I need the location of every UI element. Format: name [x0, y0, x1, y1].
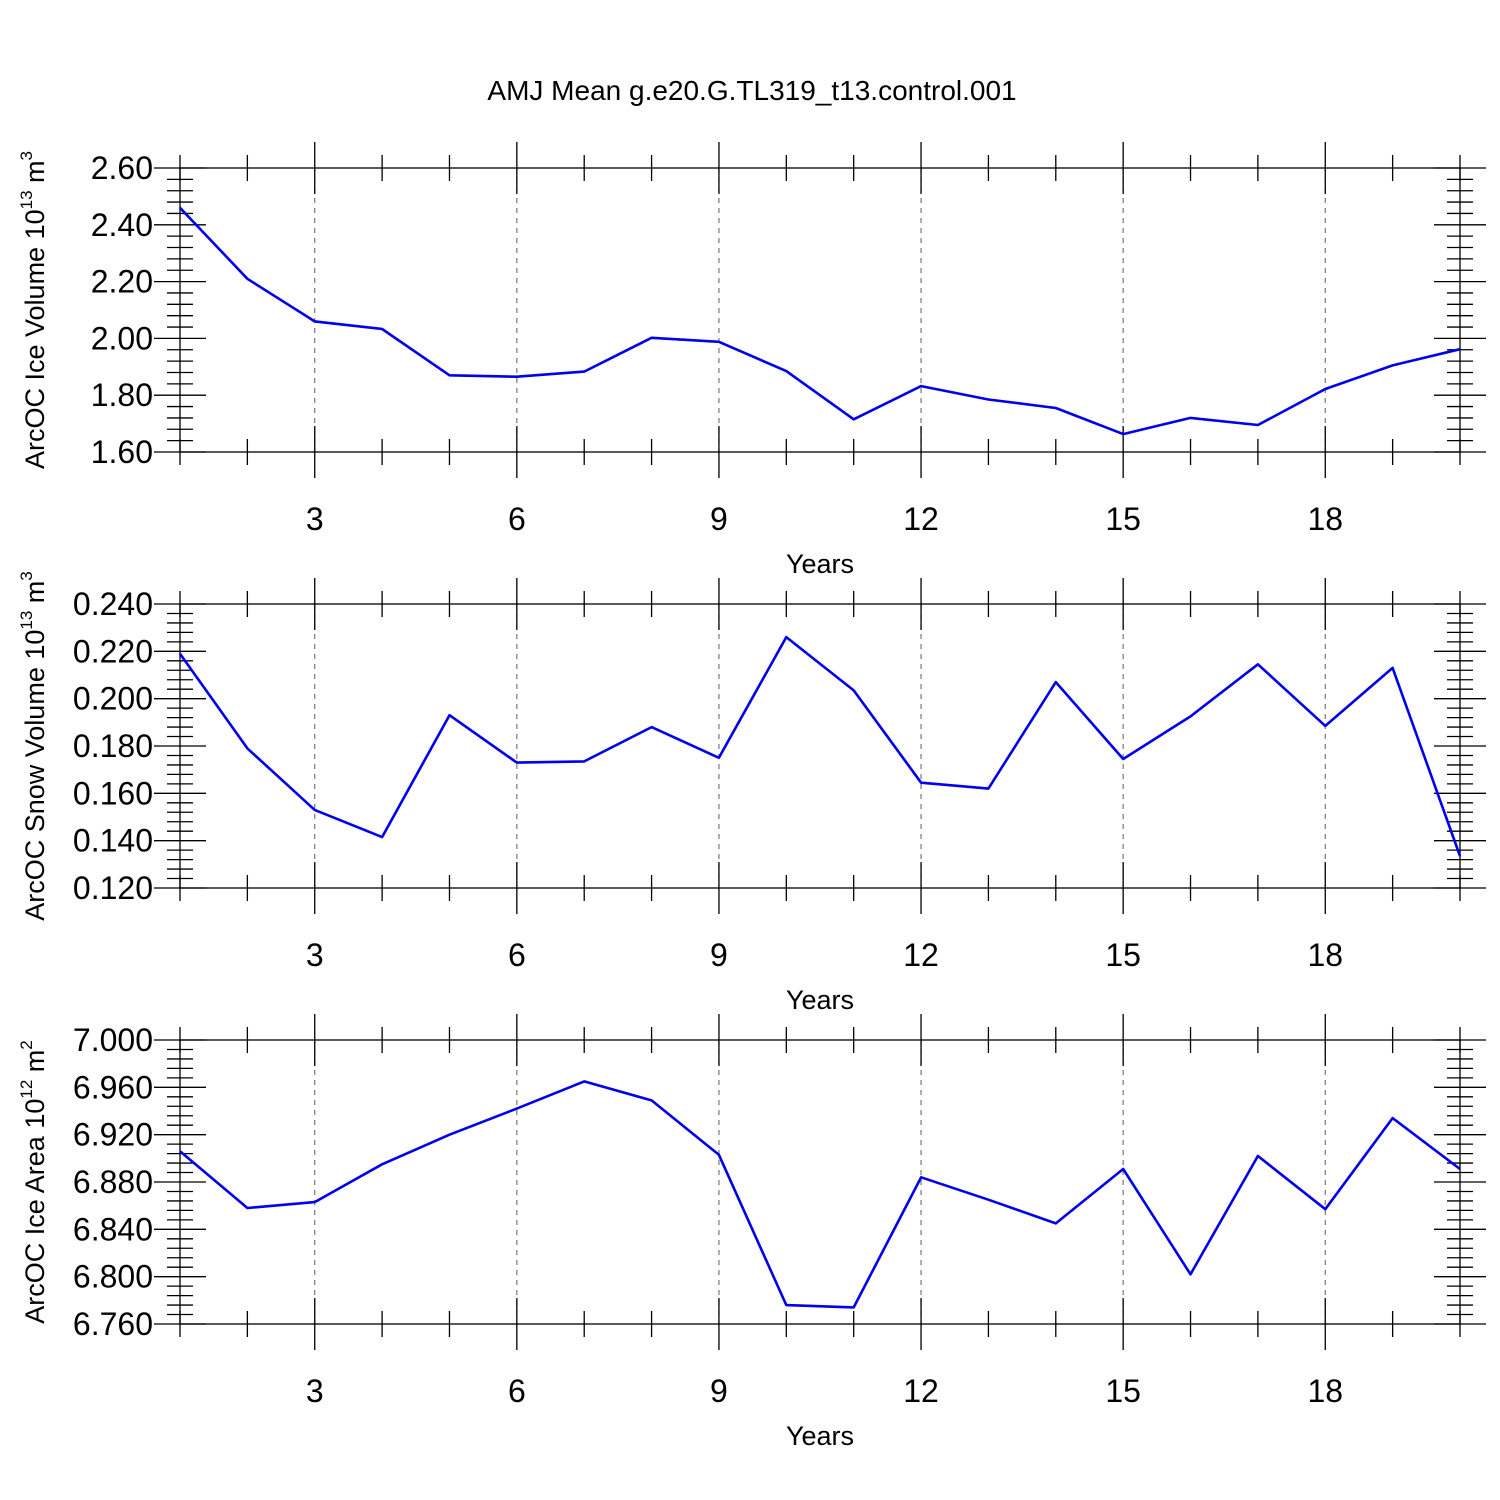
y-axis-label: ArcOC Snow Volume 1013 m3 [17, 571, 50, 921]
x-tick-label: 15 [1105, 501, 1141, 537]
x-tick-label: 18 [1307, 937, 1343, 973]
plot-frame [179, 1039, 1461, 1325]
y-tick-label: 6.880 [73, 1164, 153, 1200]
series-line [179, 1080, 1461, 1309]
x-tick-label: 3 [306, 937, 324, 973]
x-tick-label: 12 [903, 1373, 939, 1409]
series-line [178, 635, 1462, 857]
x-tick-label: 3 [306, 1373, 324, 1409]
panel-3: 6.760 6.800 6.840 6.880 6.920 6.960 7.000 3 6 9 12… [17, 1014, 1486, 1451]
x-tick-label: 12 [903, 937, 939, 973]
figure-title: AMJ Mean g.e20.G.TL319_t13.control.001 [487, 75, 1016, 106]
y-tick-label: 6.960 [73, 1069, 153, 1105]
x-tick-label: 9 [710, 501, 728, 537]
y-tick-label: 6.800 [73, 1259, 153, 1295]
y-tick-label: 0.160 [73, 775, 153, 811]
panel-1: 1.60 1.80 2.00 2.20 2.40 2.60 3 6 9 12 15 18 Years Ar… [17, 142, 1486, 579]
y-tick-label: 2.40 [91, 207, 153, 243]
x-tick-label: 18 [1307, 501, 1343, 537]
y-tick-label: 0.220 [73, 633, 153, 669]
y-tick-label: 0.180 [73, 728, 153, 764]
y-tick-label: 0.200 [73, 681, 153, 717]
y-tick-label: 2.20 [91, 264, 153, 300]
y-tick-label: 0.140 [73, 823, 153, 859]
x-tick-label: 6 [508, 501, 526, 537]
x-tick-label: 9 [710, 937, 728, 973]
x-tick-label: 6 [508, 937, 526, 973]
y-tick-label: 6.920 [73, 1117, 153, 1153]
y-tick-label: 1.80 [91, 377, 153, 413]
series-line [179, 206, 1461, 436]
x-tick-label: 9 [710, 1373, 728, 1409]
y-tick-label: 2.00 [91, 320, 153, 356]
x-tick-label: 12 [903, 501, 939, 537]
x-axis-label: Years [786, 1421, 854, 1451]
x-tick-label: 15 [1105, 1373, 1141, 1409]
x-tick-label: 6 [508, 1373, 526, 1409]
y-axis-label: ArcOC Ice Area 1012 m2 [17, 1040, 50, 1324]
y-tick-label: 2.60 [91, 150, 153, 186]
y-tick-label: 7.000 [73, 1022, 153, 1058]
y-tick-label: 6.760 [73, 1306, 153, 1342]
y-tick-label: 0.120 [73, 870, 153, 906]
plot-frame [179, 167, 1461, 453]
panel-2: 0.120 0.140 0.160 0.180 0.200 0.220 0.240 3 6 9 12… [17, 571, 1486, 1015]
x-axis-label: Years [786, 549, 854, 579]
plot-frame [179, 603, 1461, 889]
y-tick-label: 1.60 [91, 434, 153, 470]
x-tick-label: 15 [1105, 937, 1141, 973]
panels: 1.60 1.80 2.00 2.20 2.40 2.60 3 6 9 12 15 18 Years Ar… [17, 142, 1486, 1451]
y-axis-label: ArcOC Ice Volume 1013 m3 [17, 151, 50, 469]
x-tick-label: 18 [1307, 1373, 1343, 1409]
x-tick-label: 3 [306, 501, 324, 537]
y-tick-label: 0.240 [73, 586, 153, 622]
y-tick-label: 6.840 [73, 1211, 153, 1247]
x-axis-label: Years [786, 985, 854, 1015]
